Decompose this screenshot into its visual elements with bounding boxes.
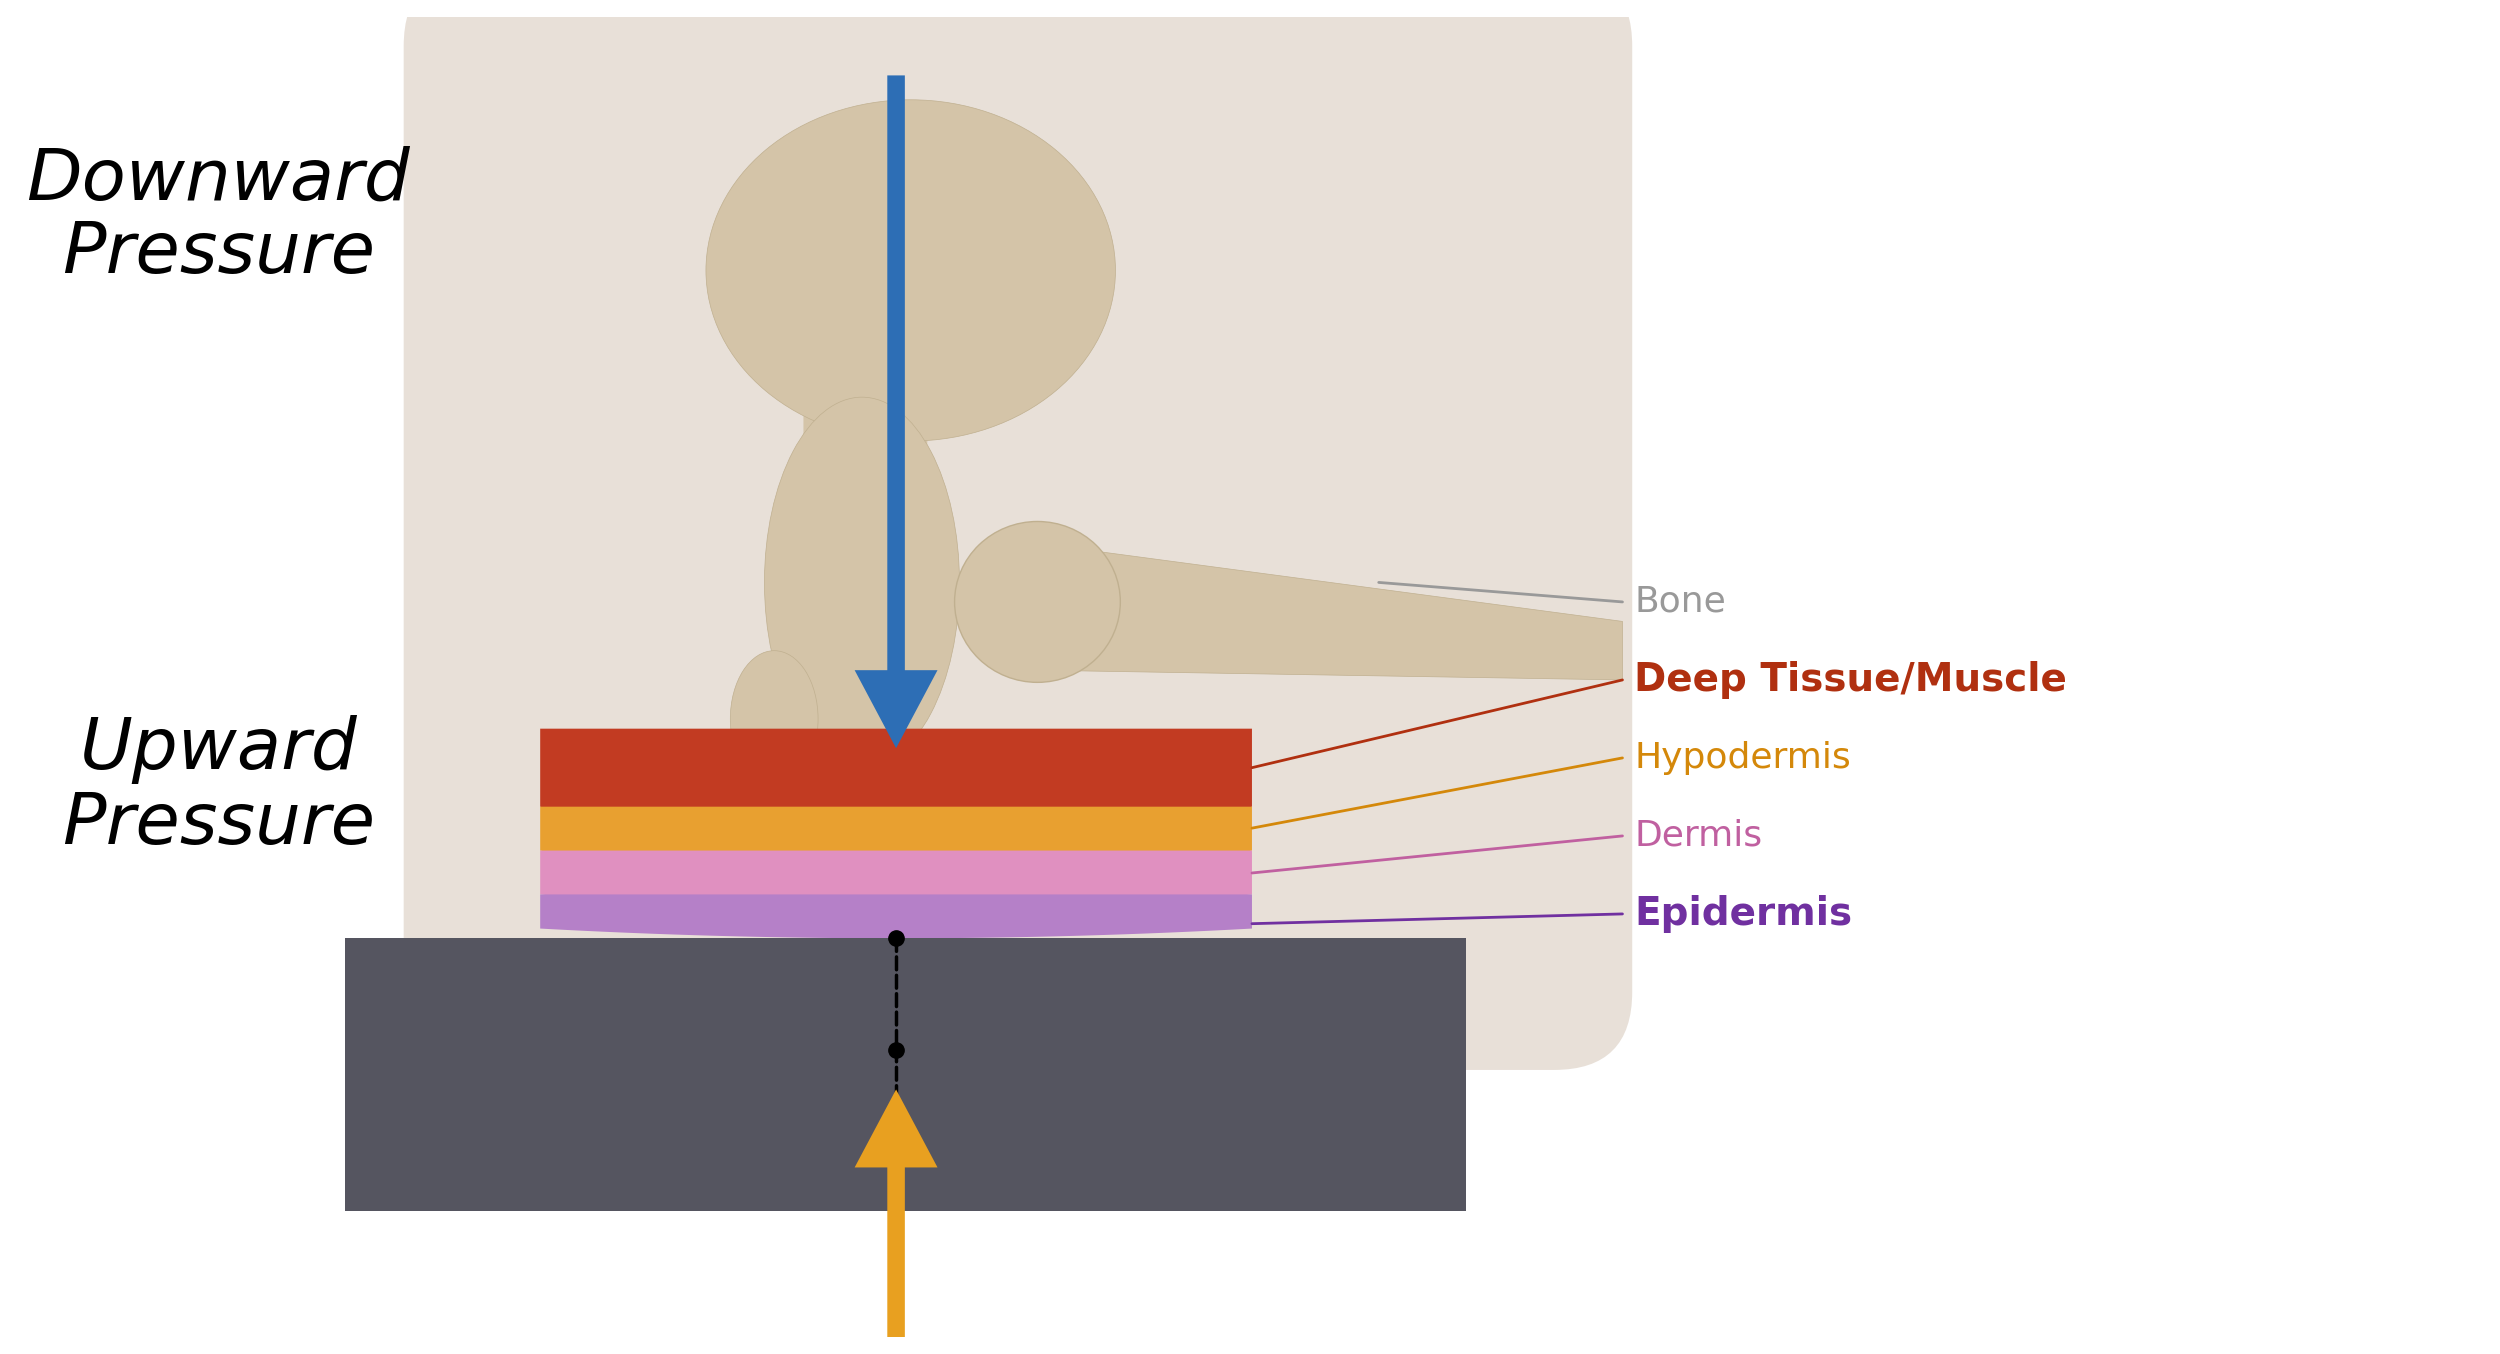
Polygon shape bbox=[540, 895, 1252, 938]
Ellipse shape bbox=[730, 651, 818, 787]
Polygon shape bbox=[540, 850, 1252, 914]
Text: Dermis: Dermis bbox=[1635, 819, 1762, 853]
Text: Epidermis: Epidermis bbox=[1635, 895, 1852, 933]
Text: Upward
Pressure: Upward Pressure bbox=[62, 715, 375, 858]
Polygon shape bbox=[540, 728, 1252, 856]
Text: Downward
Pressure: Downward Pressure bbox=[28, 145, 410, 288]
FancyArrow shape bbox=[855, 1090, 938, 1338]
Polygon shape bbox=[540, 807, 1252, 884]
Polygon shape bbox=[802, 397, 930, 700]
Ellipse shape bbox=[705, 100, 1115, 441]
Bar bbox=[345, 938, 1468, 1212]
FancyArrow shape bbox=[855, 76, 938, 749]
FancyBboxPatch shape bbox=[402, 0, 1632, 1070]
Text: Hypodermis: Hypodermis bbox=[1635, 741, 1850, 774]
Polygon shape bbox=[1038, 543, 1622, 680]
Text: Deep Tissue/Muscle: Deep Tissue/Muscle bbox=[1635, 661, 2068, 699]
Ellipse shape bbox=[955, 521, 1120, 682]
Ellipse shape bbox=[765, 397, 960, 768]
Text: Bone: Bone bbox=[1635, 585, 1725, 619]
